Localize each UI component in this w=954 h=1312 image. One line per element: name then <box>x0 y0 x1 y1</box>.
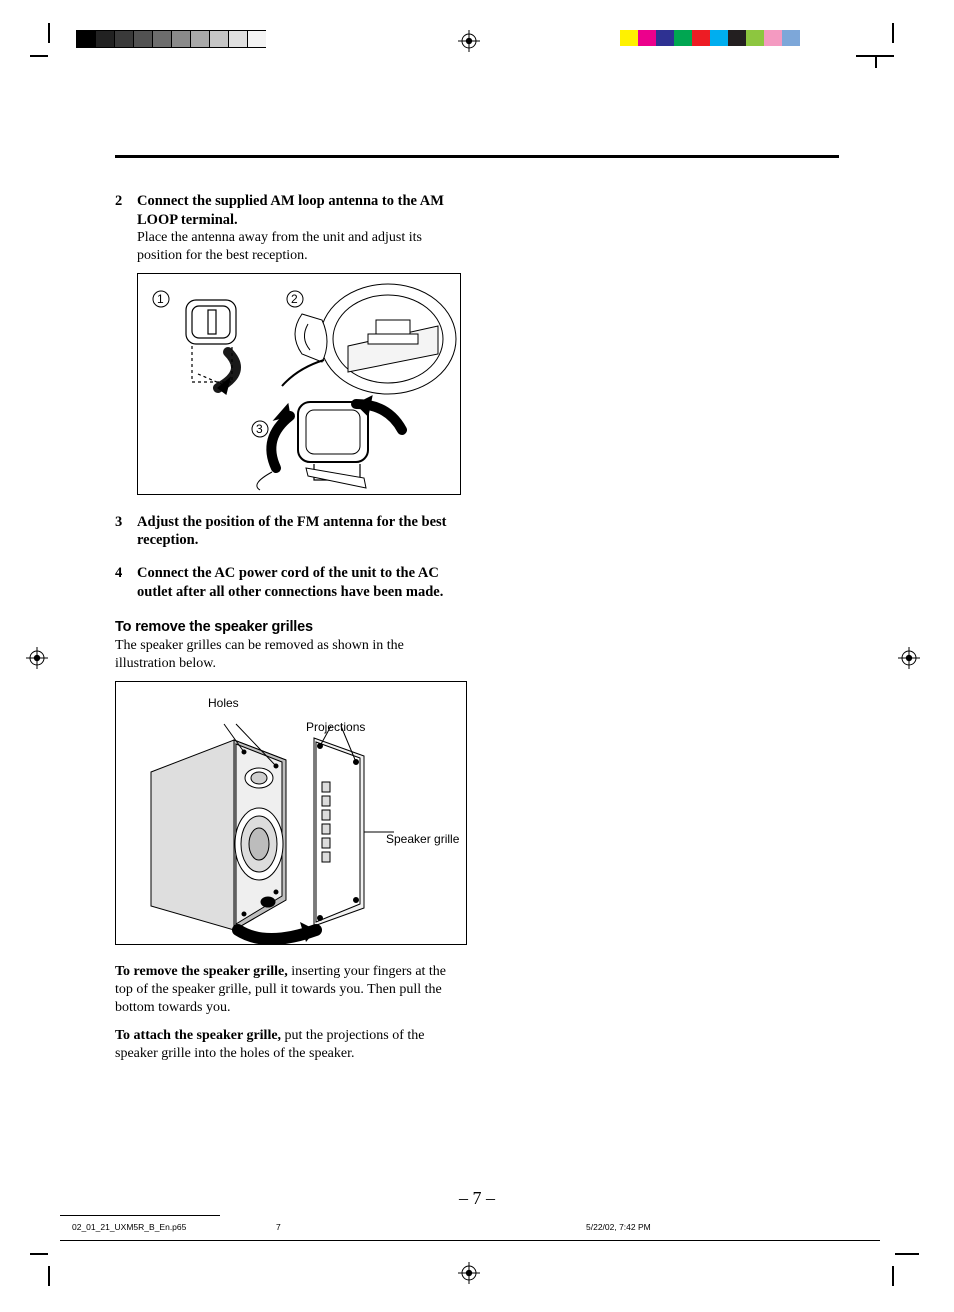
left-column: 2 Connect the supplied AM loop antenna t… <box>115 192 465 1062</box>
step-4: 4 Connect the AC power cord of the unit … <box>115 564 465 601</box>
step-title: Connect the AC power cord of the unit to… <box>137 564 465 601</box>
registration-mark-icon <box>458 1262 480 1284</box>
registration-mark-icon <box>458 30 480 52</box>
step-number: 2 <box>115 192 137 265</box>
step-2: 2 Connect the supplied AM loop antenna t… <box>115 192 465 265</box>
footer-rule <box>60 1215 220 1216</box>
step-number: 4 <box>115 564 137 601</box>
step-number: 3 <box>115 513 137 550</box>
footer-filename: 02_01_21_UXM5R_B_En.p65 <box>72 1222 186 1232</box>
figure-speaker-grille: Holes Projections Speaker grille <box>115 681 467 945</box>
fig-callout-3: 3 <box>256 422 263 436</box>
label-projections: Projections <box>306 720 365 734</box>
crop-mark <box>892 23 894 43</box>
attach-grille-lead: To attach the speaker grille, <box>115 1028 281 1043</box>
crop-mark <box>875 55 877 68</box>
crop-mark <box>895 1253 919 1255</box>
page-content: 2 Connect the supplied AM loop antenna t… <box>115 155 839 1070</box>
grayscale-bar <box>76 30 266 48</box>
step-desc: Place the antenna away from the unit and… <box>137 229 465 265</box>
page-number: – 7 – <box>0 1188 954 1209</box>
remove-grille-lead: To remove the speaker grille, <box>115 964 288 979</box>
crop-mark <box>48 1266 50 1286</box>
step-3: 3 Adjust the position of the FM antenna … <box>115 513 465 550</box>
crop-mark <box>892 1266 894 1286</box>
crop-mark <box>48 23 50 43</box>
footer-date: 5/22/02, 7:42 PM <box>586 1222 651 1232</box>
figure-am-antenna: 1 2 3 <box>137 273 461 495</box>
crop-mark <box>30 1253 48 1255</box>
crop-mark <box>30 55 48 57</box>
subheading-grilles: To remove the speaker grilles <box>115 619 465 635</box>
footer-rule <box>60 1240 880 1241</box>
registration-mark-icon <box>26 647 48 669</box>
registration-mark-icon <box>898 647 920 669</box>
step-title: Adjust the position of the FM antenna fo… <box>137 513 465 550</box>
remove-grille-text: To remove the speaker grille, inserting … <box>115 963 465 1017</box>
label-speaker-grille: Speaker grille <box>386 832 459 846</box>
fig-callout-1: 1 <box>157 292 164 306</box>
label-holes: Holes <box>208 696 239 710</box>
section-rule <box>115 155 839 158</box>
grilles-intro: The speaker grilles can be removed as sh… <box>115 637 465 673</box>
step-title: Connect the supplied AM loop antenna to … <box>137 192 465 229</box>
footer-page: 7 <box>276 1222 281 1232</box>
color-bar <box>620 30 800 46</box>
fig-callout-2: 2 <box>291 292 298 306</box>
attach-grille-text: To attach the speaker grille, put the pr… <box>115 1027 465 1063</box>
